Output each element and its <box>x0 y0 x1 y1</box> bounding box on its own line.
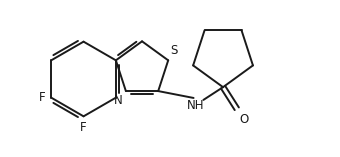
Text: F: F <box>39 91 45 104</box>
Text: O: O <box>240 113 249 126</box>
Text: F: F <box>80 121 87 134</box>
Text: N: N <box>114 94 123 107</box>
Text: S: S <box>170 44 177 57</box>
Text: NH: NH <box>187 99 204 112</box>
